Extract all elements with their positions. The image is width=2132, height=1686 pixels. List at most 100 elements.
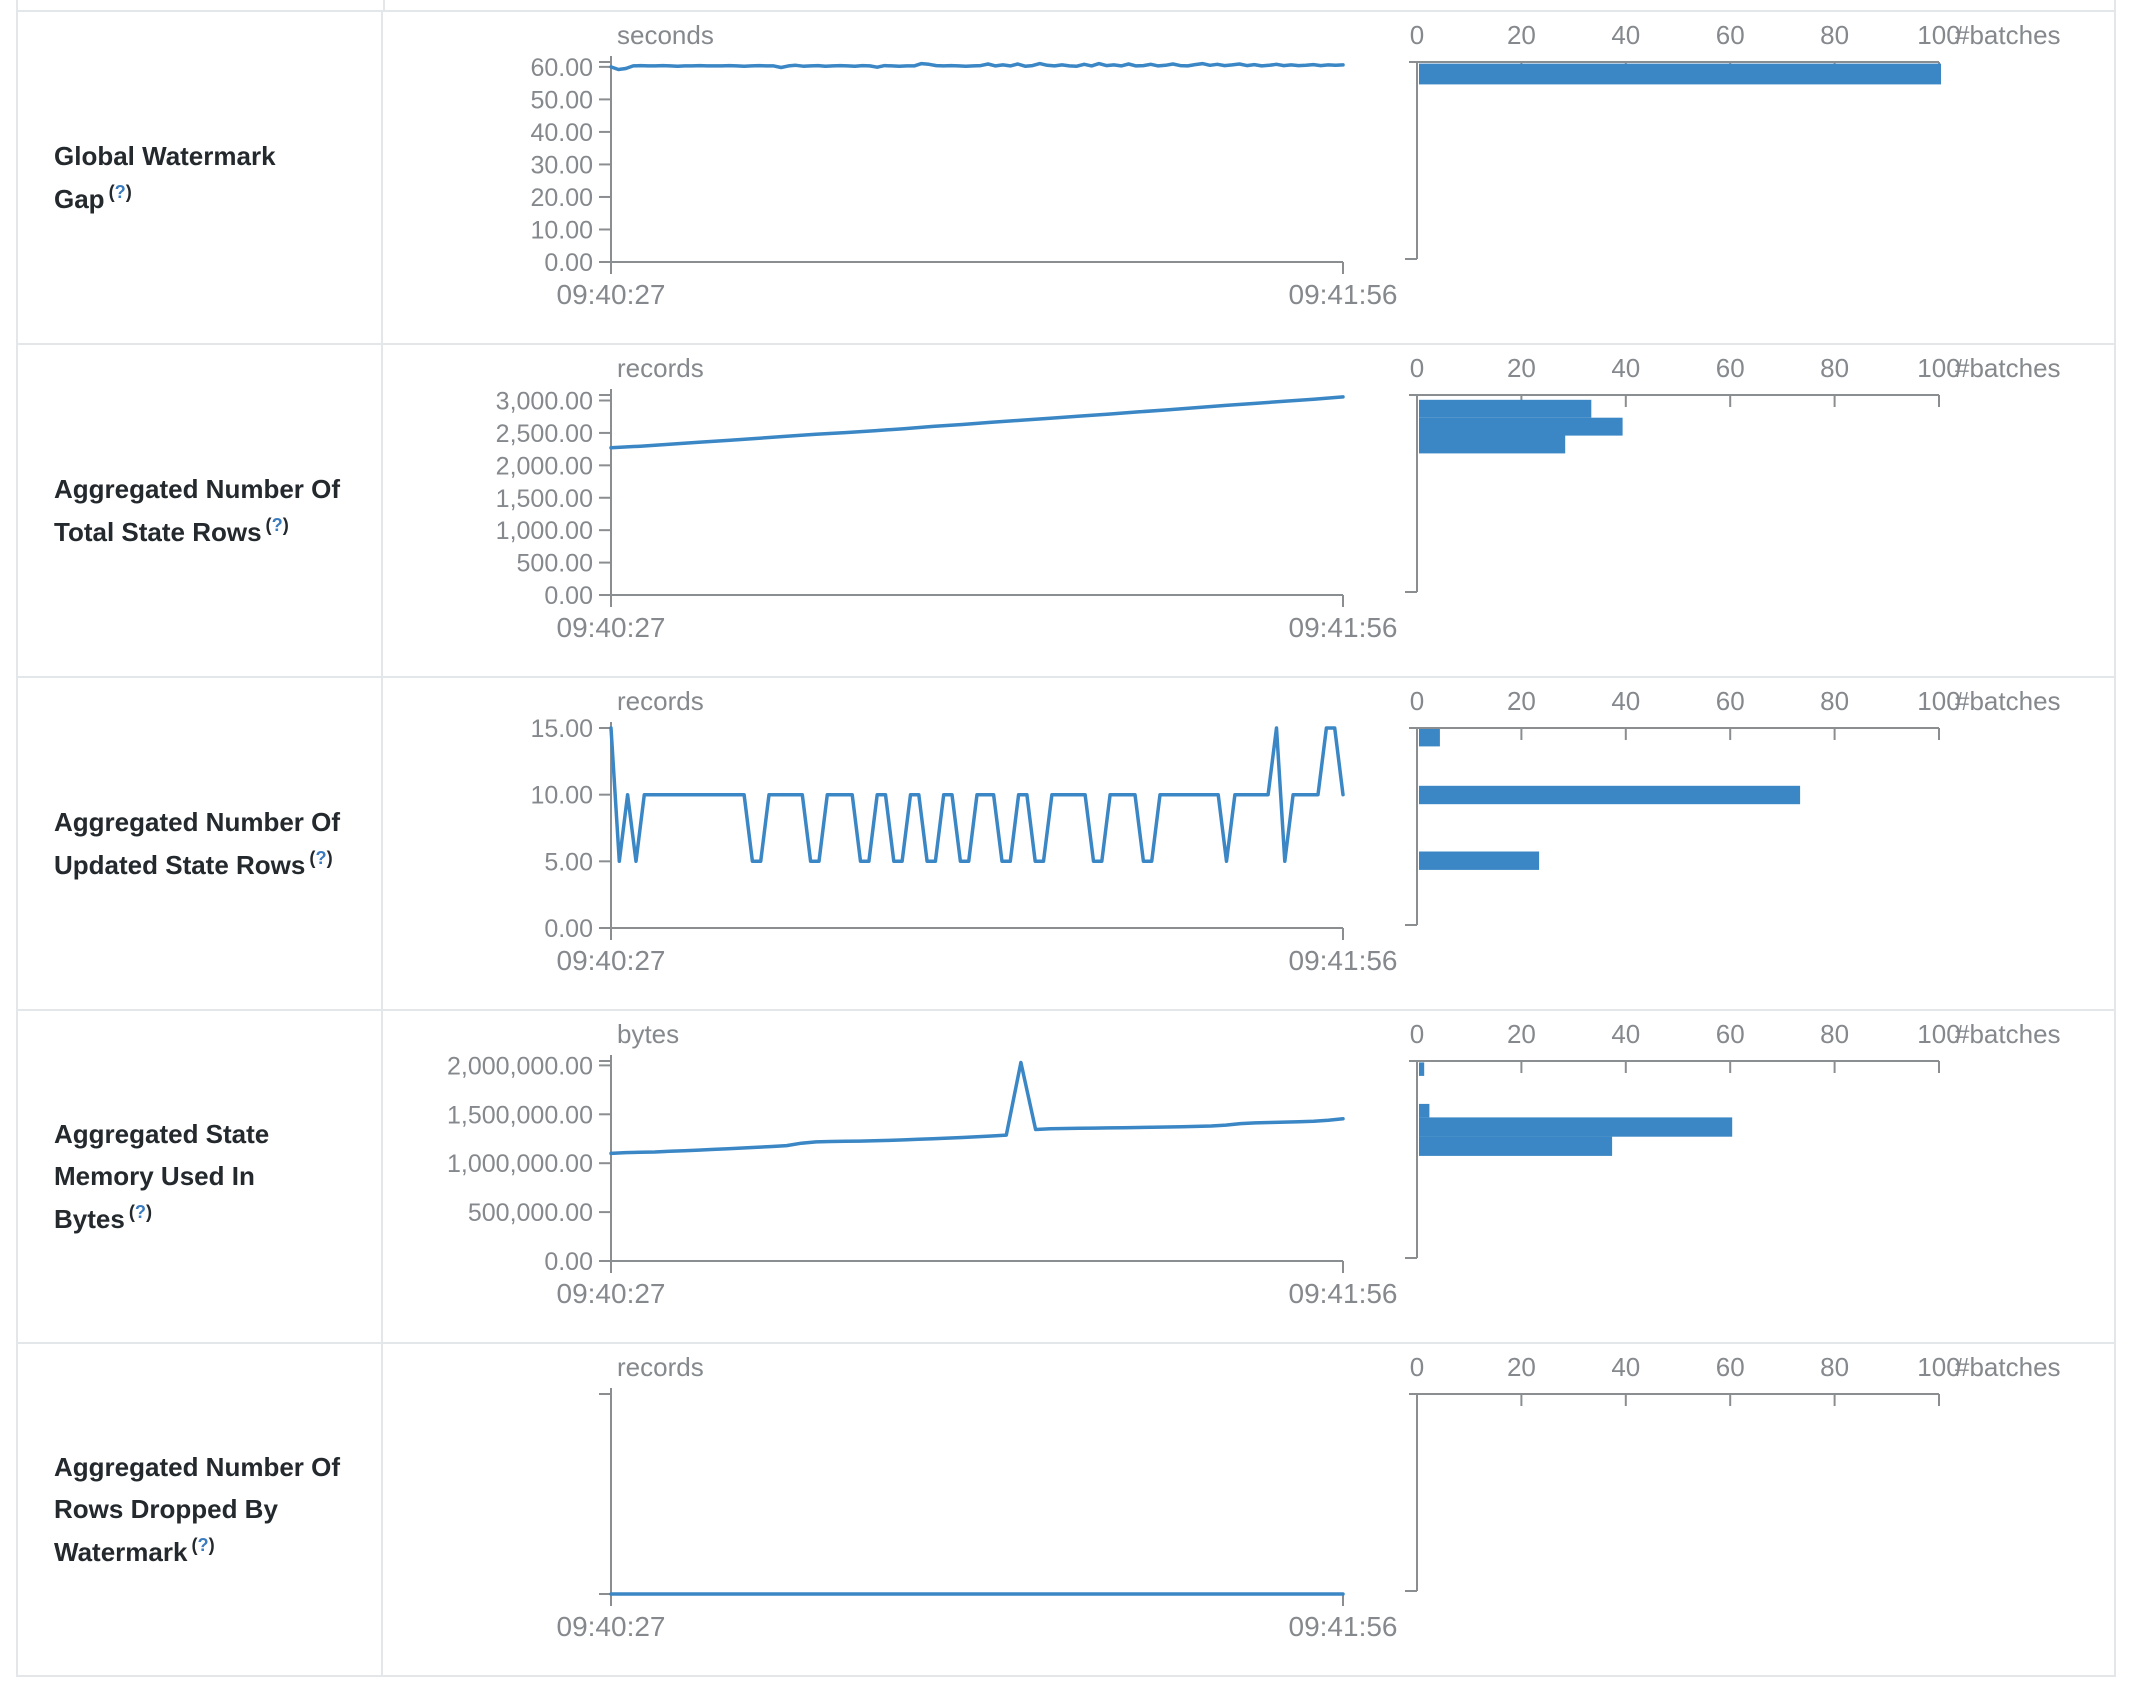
x-axis-end-label: 09:41:56 bbox=[1289, 1611, 1398, 1642]
metric-row-updated-state-rows: Aggregated Number Of Updated State Rows(… bbox=[18, 676, 2114, 1009]
metric-label-text: Aggregated Number Of Updated State Rows bbox=[54, 807, 341, 880]
y-axis-tick-label: 50.00 bbox=[530, 86, 593, 114]
help-link[interactable]: (?) bbox=[191, 1535, 214, 1555]
timeline-line bbox=[609, 395, 1345, 450]
histogram-bar bbox=[1419, 435, 1566, 454]
watermark-gap-charts: seconds 0.00 10.00 20.00 30.00 40.00 50.00 60.0… bbox=[530, 20, 2061, 310]
y-axis-tick-label: 40.00 bbox=[530, 119, 593, 147]
y-axis-tick-label: 1,000.00 bbox=[496, 517, 593, 545]
x-axis-start-label: 09:40:27 bbox=[557, 279, 666, 310]
help-question-icon[interactable]: ? bbox=[197, 1534, 209, 1555]
metric-label-text: Aggregated State Memory Used In Bytes bbox=[54, 1119, 270, 1234]
help-link[interactable]: (?) bbox=[309, 848, 332, 868]
help-paren-open: ( bbox=[108, 181, 115, 202]
column-divider bbox=[383, 0, 385, 10]
metric-label: Aggregated Number Of Total State Rows (?) bbox=[54, 468, 354, 552]
help-link[interactable]: (?) bbox=[129, 1202, 152, 1222]
help-question-icon[interactable]: ? bbox=[315, 847, 327, 868]
help-question-icon[interactable]: ? bbox=[114, 181, 126, 202]
batches-axis-label: #batches bbox=[1955, 353, 2061, 383]
y-axis-tick-label: 10.00 bbox=[530, 782, 593, 810]
metric-label: Aggregated Number Of Updated State Rows(… bbox=[54, 801, 354, 885]
histogram-x-tick-label: 20 bbox=[1507, 353, 1536, 383]
histogram-x-tick-label: 80 bbox=[1820, 1019, 1849, 1049]
chart-cell: records 0.00 5.00 10.00 15.00 09:40:27 09:41:5… bbox=[383, 678, 2114, 1009]
histogram-x-tick-label: 40 bbox=[1611, 1019, 1640, 1049]
histogram-x-tick-label: 80 bbox=[1820, 1352, 1849, 1382]
histogram-x-tick-label: 0 bbox=[1410, 1352, 1424, 1382]
metric-label-text: Aggregated Number Of Rows Dropped By Wat… bbox=[54, 1452, 341, 1567]
x-axis-end-label: 09:41:56 bbox=[1289, 279, 1398, 310]
histogram-x-tick-label: 60 bbox=[1716, 686, 1745, 716]
histogram-x-tick-label: 20 bbox=[1507, 686, 1536, 716]
help-link[interactable]: (?) bbox=[109, 182, 132, 202]
help-paren-close: ) bbox=[125, 181, 132, 202]
metric-label: Global Watermark Gap (?) bbox=[54, 135, 354, 219]
histogram-bar bbox=[1419, 1103, 1430, 1118]
metric-label: Aggregated State Memory Used In Bytes (?) bbox=[54, 1113, 354, 1239]
metric-row-global-watermark-gap: Global Watermark Gap (?) seconds 0.00 10.00… bbox=[18, 12, 2114, 343]
unit-label: records bbox=[617, 686, 704, 716]
histogram-bar bbox=[1419, 851, 1540, 870]
histogram-x-tick-label: 100 bbox=[1917, 20, 1960, 50]
state-memory-charts: bytes 0.00 500,000.00 1,000,000.00 1,500,000… bbox=[447, 1019, 2061, 1309]
help-paren-close: ) bbox=[282, 514, 289, 535]
x-axis-end-label: 09:41:56 bbox=[1289, 1278, 1398, 1309]
timeline-line bbox=[609, 61, 1345, 72]
y-axis-tick-label: 2,500.00 bbox=[496, 420, 593, 448]
y-axis-tick-label: 10.00 bbox=[530, 216, 593, 244]
streaming-metrics-table: Global Watermark Gap (?) seconds 0.00 10.00… bbox=[16, 10, 2116, 1677]
help-paren-open: ( bbox=[265, 514, 272, 535]
y-axis-tick-label: 15.00 bbox=[530, 715, 593, 743]
help-paren-open: ( bbox=[191, 1534, 198, 1555]
histogram-x-tick-label: 0 bbox=[1410, 1019, 1424, 1049]
help-paren-close: ) bbox=[146, 1201, 153, 1222]
histogram-x-tick-label: 60 bbox=[1716, 353, 1745, 383]
help-paren-open: ( bbox=[309, 847, 316, 868]
metric-label-cell: Global Watermark Gap (?) bbox=[18, 12, 383, 343]
histogram-x-tick-label: 100 bbox=[1917, 1352, 1960, 1382]
histogram-x-tick-label: 80 bbox=[1820, 686, 1849, 716]
chart-cell: bytes 0.00 500,000.00 1,000,000.00 1,500,000… bbox=[383, 1011, 2114, 1342]
histogram-x-tick-label: 80 bbox=[1820, 20, 1849, 50]
histogram-bar bbox=[1419, 63, 1941, 85]
histogram-x-tick-label: 40 bbox=[1611, 1352, 1640, 1382]
y-axis-tick-label: 1,500,000.00 bbox=[447, 1101, 593, 1129]
histogram-bar bbox=[1419, 1117, 1733, 1137]
y-axis-tick-label: 1,500.00 bbox=[496, 485, 593, 513]
x-axis-start-label: 09:40:27 bbox=[557, 612, 666, 643]
help-paren-open: ( bbox=[128, 1201, 135, 1222]
histogram-x-tick-label: 100 bbox=[1917, 353, 1960, 383]
histogram-x-tick-label: 20 bbox=[1507, 1352, 1536, 1382]
histogram-bar bbox=[1419, 729, 1440, 747]
histogram-x-tick-label: 0 bbox=[1410, 686, 1424, 716]
y-axis-tick-label: 0.00 bbox=[544, 582, 593, 610]
histogram-x-tick-label: 60 bbox=[1716, 1019, 1745, 1049]
unit-label: bytes bbox=[617, 1019, 679, 1049]
batches-axis-label: #batches bbox=[1955, 20, 2061, 50]
metric-label-cell: Aggregated Number Of Rows Dropped By Wat… bbox=[18, 1344, 383, 1675]
y-axis-tick-label: 500,000.00 bbox=[468, 1199, 593, 1227]
y-axis-tick-label: 30.00 bbox=[530, 151, 593, 179]
help-paren-close: ) bbox=[208, 1534, 215, 1555]
help-link[interactable]: (?) bbox=[266, 515, 289, 535]
histogram-bar bbox=[1419, 399, 1592, 418]
updated-state-rows-charts: records 0.00 5.00 10.00 15.00 09:40:27 09:41:5… bbox=[530, 686, 2060, 976]
metric-label-cell: Aggregated State Memory Used In Bytes (?) bbox=[18, 1011, 383, 1342]
histogram-x-tick-label: 20 bbox=[1507, 1019, 1536, 1049]
rows-dropped-charts: records 09:40:27 09:41:56 0 20 40 60 80 100#batc… bbox=[557, 1352, 2061, 1642]
y-axis-tick-label: 0.00 bbox=[544, 249, 593, 277]
metric-row-total-state-rows: Aggregated Number Of Total State Rows (?)… bbox=[18, 343, 2114, 676]
histogram-bar bbox=[1419, 1136, 1613, 1156]
timeline-line bbox=[609, 726, 1345, 864]
x-axis-start-label: 09:40:27 bbox=[557, 1611, 666, 1642]
unit-label: records bbox=[617, 353, 704, 383]
help-paren-close: ) bbox=[326, 847, 333, 868]
metric-row-rows-dropped-by-watermark: Aggregated Number Of Rows Dropped By Wat… bbox=[18, 1342, 2114, 1675]
x-axis-end-label: 09:41:56 bbox=[1289, 612, 1398, 643]
batches-axis-label: #batches bbox=[1955, 1019, 2061, 1049]
help-question-icon[interactable]: ? bbox=[271, 514, 283, 535]
metric-row-state-memory-used: Aggregated State Memory Used In Bytes (?)… bbox=[18, 1009, 2114, 1342]
batches-axis-label: #batches bbox=[1955, 1352, 2061, 1382]
help-question-icon[interactable]: ? bbox=[134, 1201, 147, 1222]
